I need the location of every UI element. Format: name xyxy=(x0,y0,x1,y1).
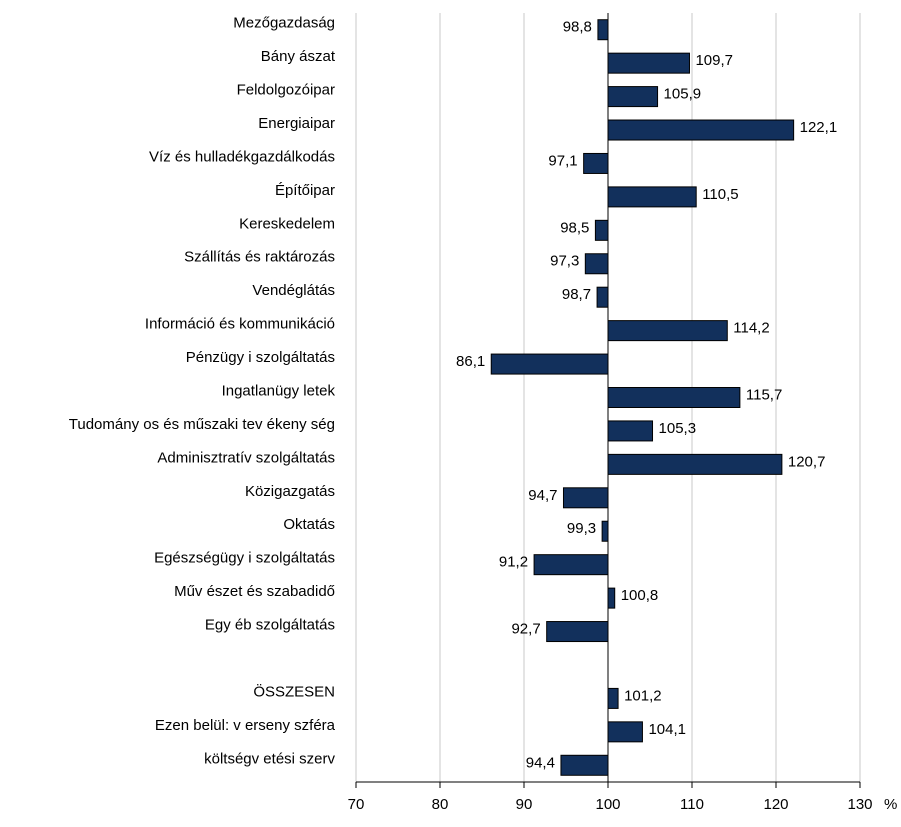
data-label: 98,5 xyxy=(560,219,589,236)
category-label: Műv észet és szabadidő xyxy=(174,583,335,600)
bar xyxy=(607,86,659,108)
bar xyxy=(607,453,783,475)
bar xyxy=(607,119,795,141)
bar xyxy=(583,152,609,174)
category-label: Mezőgazdaság xyxy=(233,15,335,32)
category-label: Közigazgatás xyxy=(245,483,335,500)
x-tick-label: 130 xyxy=(847,796,872,813)
category-label: Energiaipar xyxy=(258,115,335,132)
category-label: Ingatlanügy letek xyxy=(222,382,336,399)
bar xyxy=(601,520,609,542)
x-axis-unit: % xyxy=(884,796,897,813)
bar xyxy=(546,621,609,643)
category-label: Egy éb szolgáltatás xyxy=(205,617,335,634)
bar xyxy=(607,687,619,709)
category-label: Adminisztratív szolgáltatás xyxy=(157,449,335,466)
category-label: ÖSSZESEN xyxy=(253,682,335,700)
data-label: 97,3 xyxy=(550,253,579,270)
bar xyxy=(597,19,609,41)
bar xyxy=(607,52,690,74)
data-label: 110,5 xyxy=(702,186,738,203)
data-label: 114,2 xyxy=(733,320,769,337)
bar xyxy=(596,286,609,308)
bar xyxy=(607,587,616,609)
bar xyxy=(584,253,609,275)
category-label: Tudomány os és műszaki tev ékeny ség xyxy=(69,416,335,433)
category-label: Információ és kommunikáció xyxy=(145,316,335,333)
bar xyxy=(607,387,741,408)
category-label: Építőipar xyxy=(275,182,335,199)
data-label: 122,1 xyxy=(800,119,838,136)
data-label: 91,2 xyxy=(499,554,528,571)
bar xyxy=(594,219,609,241)
category-label: Kereskedelem xyxy=(239,215,335,232)
data-label: 105,9 xyxy=(664,86,702,103)
data-label: 100,8 xyxy=(621,587,659,604)
data-label: 120,7 xyxy=(788,453,826,470)
category-label: Ezen belül: v erseny szféra xyxy=(155,717,336,734)
x-tick-label: 80 xyxy=(432,796,449,813)
category-label: Szállítás és raktározás xyxy=(184,249,335,266)
data-label: 98,8 xyxy=(563,19,592,36)
data-label: 98,7 xyxy=(562,286,591,303)
category-label: Pénzügy i szolgáltatás xyxy=(186,349,335,366)
x-tick-label: 90 xyxy=(516,796,533,813)
data-label: 94,4 xyxy=(526,754,555,771)
data-label: 94,7 xyxy=(528,487,557,504)
category-label: Vendéglátás xyxy=(252,282,335,299)
bar xyxy=(490,353,609,375)
data-label: 115,7 xyxy=(746,386,782,403)
category-label: Egészségügy i szolgáltatás xyxy=(154,550,335,567)
bar xyxy=(607,186,697,208)
category-label: Víz és hulladékgazdálkodás xyxy=(149,148,335,165)
category-label: költségv etési szerv xyxy=(204,750,335,767)
category-label: Bány ászat xyxy=(261,48,336,65)
x-tick-label: 70 xyxy=(348,796,365,813)
data-label: 92,7 xyxy=(511,621,540,638)
data-label: 104,1 xyxy=(648,721,686,738)
data-label: 99,3 xyxy=(567,520,596,537)
data-label: 86,1 xyxy=(456,353,485,370)
bar xyxy=(562,487,609,509)
category-label: Feldolgozóipar xyxy=(237,82,335,99)
bar xyxy=(607,721,643,743)
x-tick-label: 120 xyxy=(763,796,788,813)
bar xyxy=(533,554,609,576)
data-label: 101,2 xyxy=(624,687,662,704)
x-tick-label: 110 xyxy=(680,796,704,813)
data-label: 97,1 xyxy=(548,152,577,169)
bar xyxy=(607,320,728,342)
data-label: 105,3 xyxy=(659,420,697,437)
bar xyxy=(607,420,654,442)
bar xyxy=(560,754,609,776)
x-tick-label: 100 xyxy=(595,796,620,813)
data-label: 109,7 xyxy=(695,52,733,69)
category-label: Oktatás xyxy=(283,516,335,533)
